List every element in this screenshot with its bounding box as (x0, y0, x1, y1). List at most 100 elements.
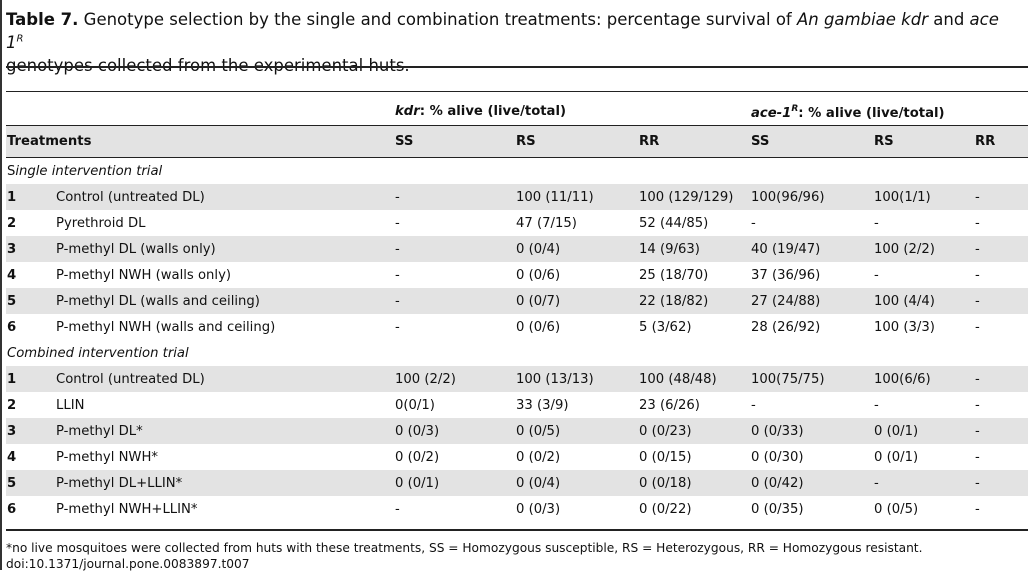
caption-text-c: genotypes collected from the experimenta… (6, 56, 410, 75)
value-cell: 0(0/1) (395, 397, 435, 413)
doi-text: doi:10.1371/journal.pone.0083897.t007 (6, 557, 250, 571)
value-cell: - (395, 319, 400, 335)
treatment-name: P-methyl DL* (56, 418, 394, 444)
value-cell: 0 (0/7) (515, 288, 638, 314)
section-header-row: Single intervention trial (6, 158, 1028, 185)
value-cell: - (975, 397, 980, 413)
col-header-kdr-rs: RS (515, 125, 638, 158)
value-cell: 28 (26/92) (751, 319, 821, 335)
table-row: 3 P-methyl DL* 0 (0/3) 0 (0/5) 0 (0/23) 0 (0/… (6, 418, 1028, 444)
ace1-group-header: ace-1R: % alive (live/total) (750, 97, 1028, 126)
value-cell: 100 (11/11) (515, 184, 638, 210)
caption-text-b: and (928, 10, 970, 29)
value-cell: - (975, 319, 980, 335)
value-cell: 0 (0/1) (873, 418, 975, 444)
value-cell: 0 (0/15) (639, 449, 692, 465)
table-row: 1 Control (untreated DL) -100 (11/11) 100 (… (6, 184, 1028, 210)
row-number: 3 (6, 236, 56, 262)
value-cell: 0 (0/33) (750, 418, 874, 444)
value-cell: - (395, 501, 400, 517)
value-cell: - (874, 215, 879, 231)
group-header-row: kdr: % alive (live/total) ace-1R: % aliv… (6, 97, 1028, 126)
value-cell: 100 (48/48) (638, 366, 751, 392)
value-cell: 100 (13/13) (515, 366, 638, 392)
top-rule (6, 66, 1028, 68)
row-number: 1 (6, 366, 56, 392)
value-cell: 33 (3/9) (516, 397, 569, 413)
value-cell: 0 (0/22) (639, 501, 692, 517)
treatment-name: P-methyl NWH (walls and ceiling) (56, 319, 276, 335)
value-cell: - (975, 215, 980, 231)
value-cell: 25 (18/70) (639, 267, 709, 283)
treatment-name: P-methyl NWH (walls only) (56, 267, 232, 283)
table-row: 1 Control (untreated DL) 100 (2/2) 100 (13/… (6, 366, 1028, 392)
value-cell: 40 (19/47) (750, 236, 874, 262)
table-body: Single intervention trial 1 Control (untre… (6, 158, 1028, 523)
value-cell: 27 (24/88) (750, 288, 874, 314)
value-cell: 100(75/75) (750, 366, 874, 392)
value-cell: 0 (0/23) (638, 418, 751, 444)
caption-gene: ace 1 (6, 10, 999, 52)
value-cell: - (751, 215, 756, 231)
value-cell: 0 (0/30) (751, 449, 804, 465)
value-cell: - (394, 288, 515, 314)
column-header-row: Treatments SS RS RR SS RS RR (6, 125, 1028, 158)
value-cell: 37 (36/96) (751, 267, 821, 283)
row-number: 5 (6, 470, 56, 496)
value-cell: 0 (0/4) (515, 470, 638, 496)
table-caption: Table 7. Genotype selection by the singl… (6, 8, 1021, 77)
value-cell: - (395, 215, 400, 231)
value-cell: 0 (0/35) (751, 501, 804, 517)
table-row: 6 P-methyl NWH+LLIN* - 0 (0/3) 0 (0/22) 0 (0/… (6, 496, 1028, 522)
value-cell: 0 (0/3) (516, 501, 561, 517)
bottom-rule (6, 529, 1028, 531)
treatment-name: P-methyl DL+LLIN* (56, 470, 394, 496)
treatment-name: LLIN (56, 397, 85, 413)
row-number: 6 (7, 319, 17, 335)
col-header-ace-ss: SS (750, 125, 874, 158)
table-row: 5 P-methyl DL (walls and ceiling) -0 (0/7)… (6, 288, 1028, 314)
table-footnote: *no live mosquitoes were collected from … (6, 540, 1021, 572)
value-cell: 100(6/6) (873, 366, 975, 392)
row-number: 2 (7, 215, 17, 231)
caption-text-a: Genotype selection by the single and com… (78, 10, 797, 29)
treatment-name: Control (untreated DL) (56, 184, 394, 210)
value-cell: - (394, 184, 515, 210)
col-header-ace-rs: RS (873, 125, 975, 158)
treatment-name: Control (untreated DL) (56, 366, 394, 392)
value-cell: 0 (0/2) (395, 449, 440, 465)
value-cell: - (395, 267, 400, 283)
treatment-name: P-methyl NWH* (56, 449, 158, 465)
section-title: Single intervention trial (7, 163, 163, 179)
value-cell: 0 (0/5) (874, 501, 919, 517)
treatment-name: Pyrethroid DL (56, 215, 146, 231)
value-cell: - (751, 397, 756, 413)
value-cell: 47 (7/15) (516, 215, 577, 231)
value-cell: 100 (3/3) (874, 319, 935, 335)
value-cell: 0 (0/3) (394, 418, 515, 444)
value-cell: 0 (0/6) (516, 267, 561, 283)
col-header-kdr-rr: RR (638, 125, 751, 158)
table-row: 6 P-methyl NWH (walls and ceiling) - 0 (0/6… (6, 314, 1028, 340)
value-cell: - (974, 366, 1028, 392)
value-cell: - (974, 418, 1028, 444)
value-cell: 52 (44/85) (639, 215, 709, 231)
row-number: 6 (7, 501, 17, 517)
value-cell: - (874, 267, 879, 283)
value-cell: - (394, 236, 515, 262)
value-cell: 100(1/1) (873, 184, 975, 210)
value-cell: - (873, 470, 975, 496)
value-cell: 0 (0/6) (516, 319, 561, 335)
value-cell: 100 (2/2) (873, 236, 975, 262)
value-cell: 0 (0/4) (515, 236, 638, 262)
value-cell: 100 (4/4) (873, 288, 975, 314)
section-header-row: Combined intervention trial (6, 340, 1028, 366)
table-number: Table 7. (6, 10, 79, 29)
caption-species: An gambiae kdr (796, 10, 928, 29)
value-cell: 0 (0/42) (750, 470, 874, 496)
value-cell: - (975, 501, 980, 517)
table-row: 4 P-methyl NWH* 0 (0/2) 0 (0/2) 0 (0/15) 0 (0… (6, 444, 1028, 470)
footnote-text: *no live mosquitoes were collected from … (6, 541, 923, 555)
kdr-group-header: kdr: % alive (live/total) (394, 97, 751, 126)
value-cell: - (974, 236, 1028, 262)
